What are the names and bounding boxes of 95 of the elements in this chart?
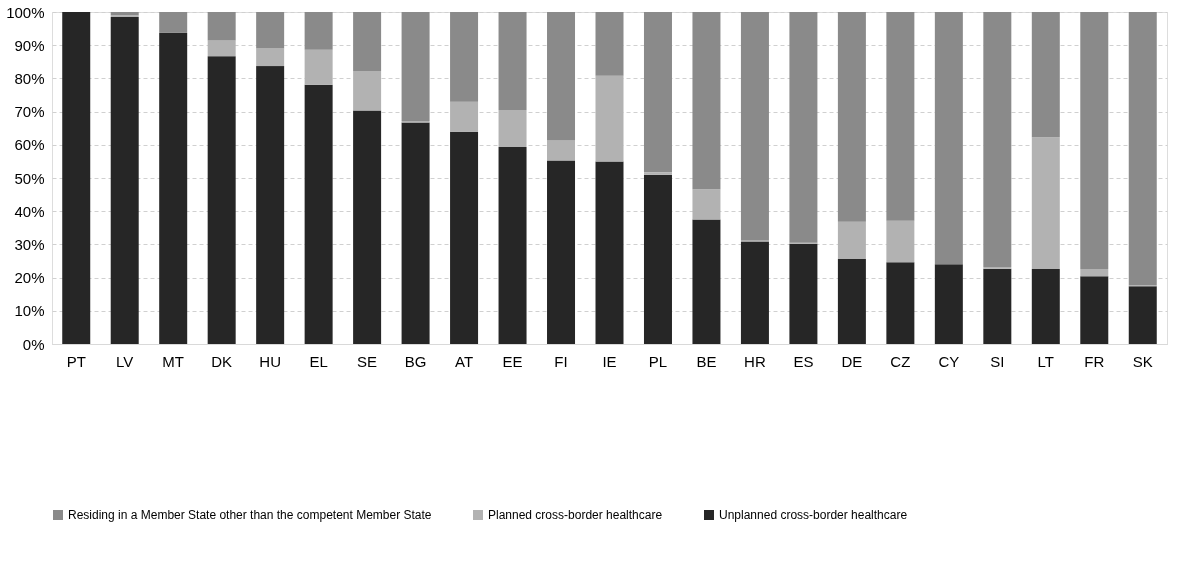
bar	[934, 12, 963, 265]
bar	[1128, 12, 1157, 286]
x-tick-label: BE	[696, 352, 717, 370]
bar	[401, 122, 430, 344]
bar	[643, 174, 672, 344]
bar	[1080, 276, 1109, 344]
bar	[450, 131, 479, 344]
x-tick-label: IE	[602, 352, 617, 370]
x-tick-label: FR	[1084, 352, 1105, 370]
bar	[159, 32, 188, 344]
bar	[547, 140, 576, 161]
bar	[256, 48, 285, 67]
bar	[595, 12, 624, 76]
bar	[1031, 268, 1060, 344]
bar	[353, 110, 382, 344]
bar	[207, 56, 236, 344]
bar	[1031, 12, 1060, 138]
bar	[1080, 12, 1109, 269]
y-tick-label: 50%	[14, 169, 45, 187]
x-tick-label: LT	[1037, 352, 1055, 370]
bar	[886, 220, 915, 263]
bar	[498, 12, 527, 110]
x-tick-label: HU	[259, 352, 281, 370]
y-tick-label: 0%	[22, 335, 45, 353]
bar	[498, 147, 527, 344]
x-tick-label: LV	[116, 352, 134, 370]
bar	[886, 12, 915, 221]
y-tick-label: 60%	[14, 136, 45, 154]
bar	[692, 189, 721, 220]
bar	[159, 12, 188, 33]
bar	[353, 71, 382, 111]
bar	[983, 268, 1012, 344]
y-tick-label: 10%	[14, 302, 45, 320]
bar	[304, 84, 333, 344]
legend-label: Unplanned cross-border healthcare	[719, 508, 908, 522]
bar	[1080, 268, 1109, 277]
bar	[1031, 137, 1060, 269]
y-tick-label: 30%	[14, 235, 45, 253]
bar	[207, 12, 236, 41]
bar	[450, 101, 479, 132]
bar	[547, 160, 576, 344]
x-tick-label: CY	[938, 352, 960, 370]
x-tick-label: MT	[162, 352, 185, 370]
bar	[450, 12, 479, 102]
bar	[837, 221, 866, 260]
x-tick-label: BG	[404, 352, 427, 370]
bar	[643, 12, 672, 173]
y-tick-label: 90%	[14, 36, 45, 54]
bar	[256, 12, 285, 49]
x-tick-label: PT	[66, 352, 86, 370]
bar	[110, 16, 139, 344]
bar	[547, 12, 576, 141]
bar	[789, 243, 818, 344]
bar	[256, 66, 285, 344]
bar	[207, 40, 236, 57]
legend-label: Planned cross-border healthcare	[488, 508, 663, 522]
y-tick-label: 20%	[14, 269, 45, 287]
x-tick-label: SE	[357, 352, 378, 370]
x-tick-label: HR	[744, 352, 766, 370]
bar	[353, 12, 382, 72]
bar	[595, 161, 624, 344]
x-tick-label: CZ	[890, 352, 911, 370]
bar	[643, 172, 672, 175]
x-tick-label: AT	[455, 352, 474, 370]
x-tick-label: ES	[793, 352, 814, 370]
legend-label: Residing in a Member State other than the competent Member State	[68, 508, 432, 522]
bar	[595, 75, 624, 162]
bar	[789, 12, 818, 243]
x-tick-label: PL	[648, 352, 668, 370]
bar	[837, 12, 866, 222]
bar	[692, 219, 721, 344]
x-tick-label: DE	[841, 352, 863, 370]
x-tick-label: EL	[309, 352, 328, 370]
y-tick-label: 70%	[14, 103, 45, 121]
x-tick-label: DK	[211, 352, 233, 370]
bar	[740, 12, 769, 241]
bar	[837, 259, 866, 344]
x-tick-label: EE	[502, 352, 523, 370]
bar	[304, 12, 333, 50]
bar	[498, 109, 527, 148]
bar	[740, 241, 769, 344]
bar	[62, 12, 91, 344]
x-tick-label: FI	[554, 352, 568, 370]
x-tick-label: SK	[1132, 352, 1153, 370]
y-tick-label: 80%	[14, 69, 45, 87]
y-tick-label: 40%	[14, 202, 45, 220]
bar	[983, 12, 1012, 267]
bar	[401, 12, 430, 121]
bar	[692, 12, 721, 190]
y-tick-label: 100%	[6, 3, 45, 21]
bar	[304, 49, 333, 85]
x-tick-label: SI	[990, 352, 1005, 370]
bar	[1128, 286, 1157, 344]
bar	[886, 262, 915, 344]
bar	[934, 264, 963, 344]
